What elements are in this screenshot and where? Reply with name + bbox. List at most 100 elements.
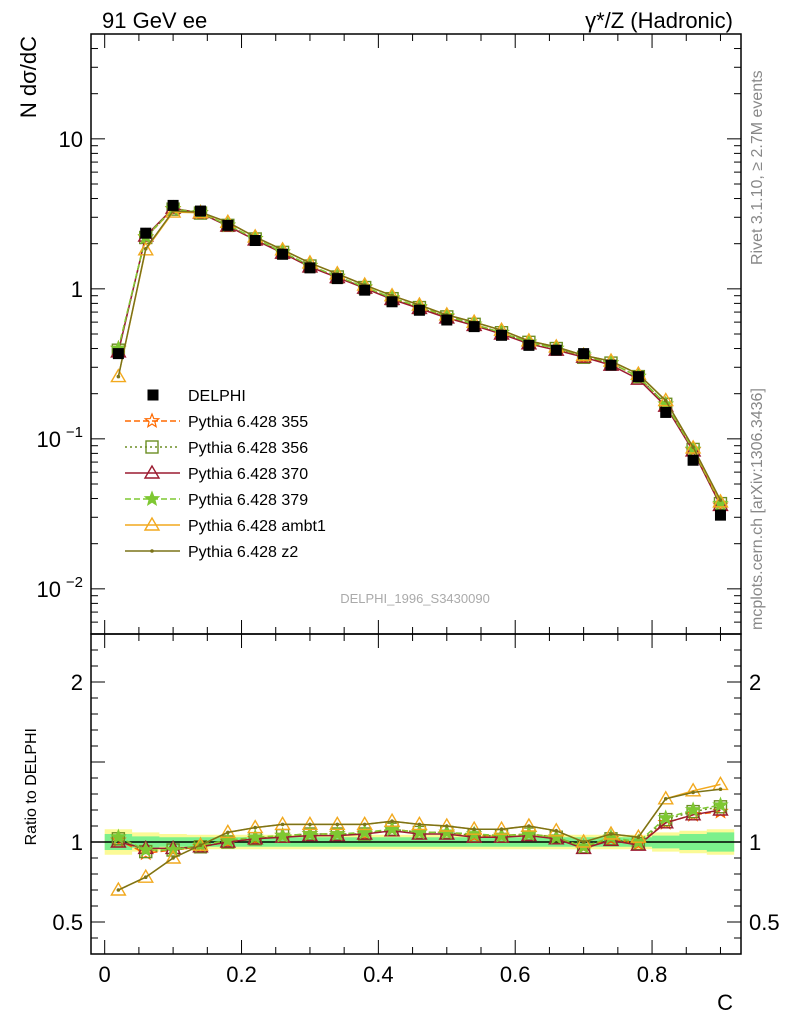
ratio-point-z2: [554, 829, 559, 833]
ratio-point-p379: [520, 825, 538, 842]
main-ytick-label: 10: [59, 127, 83, 152]
data-point: [441, 314, 453, 326]
legend-marker-p379: [143, 490, 161, 507]
ratio-point-z2: [527, 824, 531, 828]
main-ytick-label: 10: [37, 577, 61, 602]
ratio-point-z2: [444, 824, 449, 828]
ratio-point-p379: [164, 841, 182, 858]
data-point: [140, 227, 152, 239]
main-point-z2: [116, 374, 121, 379]
ratio-point-z2: [226, 830, 230, 835]
main-line-p370: [117, 207, 722, 506]
ratio-point-z2: [280, 822, 285, 827]
ratio-point-ambt1: [438, 817, 456, 832]
main-point-ambt1: [657, 392, 674, 407]
data-point: [194, 205, 206, 217]
rivet-label: Rivet 3.1.10, ≥ 2.7M events: [749, 70, 766, 265]
ratio-point-ambt1: [383, 812, 401, 827]
ratio-point-z2: [636, 835, 641, 839]
ratio-series-z2: [116, 787, 723, 892]
ratio-ytick-label-left: 1: [71, 830, 83, 855]
ratio-point-p379: [493, 826, 510, 843]
data-point: [167, 199, 179, 211]
legend-label-ambt1: Pythia 6.428 ambt1: [188, 518, 326, 535]
main-series-group: [110, 199, 729, 513]
main-line-p379: [117, 207, 722, 504]
data-point: [687, 454, 699, 466]
legend-marker-ambt1: [143, 516, 161, 531]
data-point: [632, 371, 644, 383]
main-point-ambt1: [110, 368, 127, 383]
data-point: [550, 344, 562, 356]
legend-label-p356: Pythia 6.428 356: [188, 440, 308, 457]
main-series-p356: [111, 202, 728, 511]
ratio-point-p379: [657, 809, 675, 826]
main-point-z2: [143, 246, 148, 251]
main-data-points: [112, 199, 726, 521]
ratio-point-z2: [691, 790, 695, 795]
data-point: [112, 348, 124, 360]
ratio-point-z2: [253, 825, 258, 830]
data-point: [359, 284, 371, 296]
ratio-point-p379: [329, 825, 346, 842]
main-series-p379: [110, 200, 729, 511]
main-line-ambt1: [117, 211, 722, 503]
legend-marker-p370: [143, 464, 161, 479]
data-point: [496, 329, 508, 341]
legend-marker-p356: [145, 440, 159, 454]
ratio-axes: 2 2 1 1 0.5 0.5 0 0.2 0.4 0.6 0.8: [52, 633, 780, 987]
ratio-xlabel: C: [717, 990, 733, 1015]
legend: DELPHI Pythia 6.428 355 Pythia 6.428 356 Py…: [125, 388, 326, 561]
ratio-point-p379: [246, 828, 264, 845]
ratio-line-p379: [118, 804, 721, 851]
data-point: [660, 406, 672, 418]
ratio-point-z2: [116, 888, 121, 892]
legend-label-p355: Pythia 6.428 355: [188, 414, 308, 431]
main-point-ambt1: [712, 493, 729, 508]
legend-entry-ambt1: Pythia 6.428 ambt1: [125, 516, 326, 535]
xtick-label: 0.8: [637, 962, 668, 987]
ratio-point-p379: [383, 820, 401, 837]
header-right: γ*/Z (Hadronic): [585, 8, 733, 33]
ratio-point-p379: [301, 825, 319, 842]
legend-label-p370: Pythia 6.428 370: [188, 466, 308, 483]
ratio-ytick-label-right: 2: [749, 670, 761, 695]
data-point: [413, 304, 425, 316]
watermark: DELPHI_1996_S3430090: [340, 591, 490, 606]
ratio-point-z2: [198, 843, 203, 847]
ratio-ytick-label-right: 1: [749, 830, 761, 855]
ratio-point-z2: [609, 832, 613, 836]
ratio-point-z2: [663, 797, 668, 801]
ratio-point-ambt1: [520, 817, 538, 832]
ratio-point-p379: [411, 823, 428, 840]
ratio-point-ambt1: [329, 816, 346, 831]
ratio-point-z2: [390, 819, 394, 823]
xtick-label: 0.4: [363, 962, 394, 987]
ratio-point-p379: [356, 823, 373, 840]
xtick-label: 0: [99, 962, 111, 987]
ratio-frame: [90, 633, 742, 955]
ratio-ytick-label-right: 0.5: [749, 910, 780, 935]
ratio-ylabel: Ratio to DELPHI: [23, 728, 40, 845]
data-point: [468, 321, 480, 333]
ratio-series-group: [110, 776, 729, 896]
main-line-p356: [117, 208, 722, 504]
ratio-ytick-label-left: 0.5: [52, 910, 83, 935]
data-point: [523, 339, 535, 351]
legend-marker-z2: [150, 549, 154, 553]
ratio-point-p379: [110, 828, 127, 845]
main-line-p355: [117, 208, 722, 506]
ratio-ytick-label-left: 2: [71, 670, 83, 695]
header-left: 91 GeV ee: [102, 8, 207, 33]
main-series-p355: [110, 200, 729, 513]
ratio-point-p379: [137, 841, 155, 858]
data-point: [249, 235, 261, 247]
xtick-label: 0.6: [500, 962, 531, 987]
ratio-point-ambt1: [684, 782, 702, 797]
ratio-point-p379: [438, 823, 456, 840]
main-ytick-exponent: −2: [66, 574, 83, 591]
legend-label-p379: Pythia 6.428 379: [188, 492, 308, 509]
ratio-point-z2: [718, 787, 723, 791]
ratio-point-z2: [143, 875, 148, 879]
legend-entry-p379: Pythia 6.428 379: [125, 490, 308, 509]
